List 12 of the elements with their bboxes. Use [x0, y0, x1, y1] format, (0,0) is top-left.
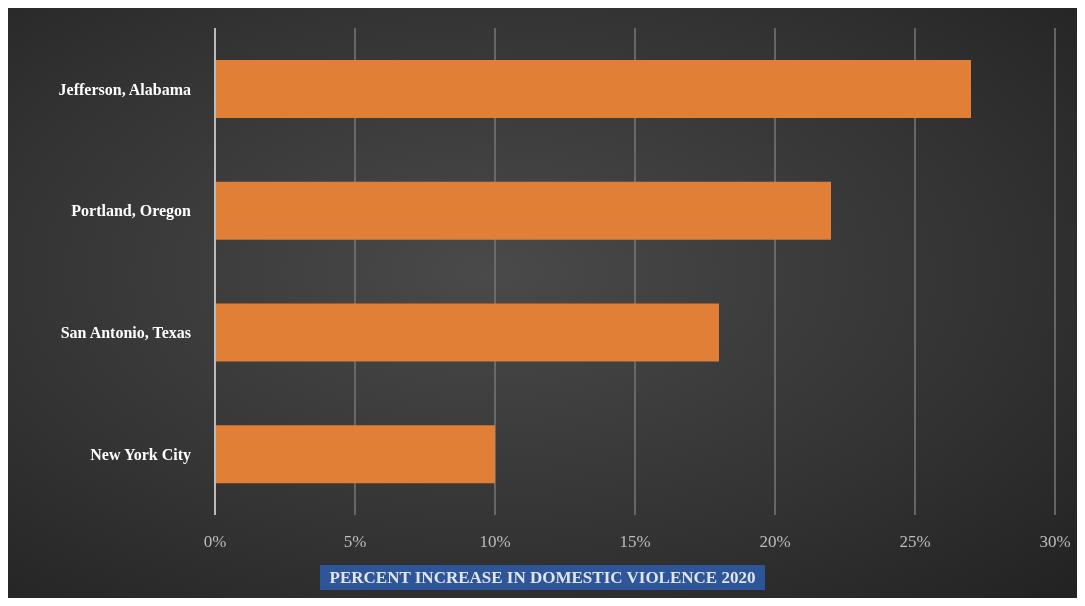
x-tick-label: 15% [619, 532, 651, 552]
y-tick-label: New York City [90, 445, 191, 464]
x-tick-label: 5% [343, 532, 367, 552]
x-tick-label: 30% [1039, 532, 1071, 552]
y-tick-label: San Antonio, Texas [60, 324, 191, 342]
x-tick-label: 20% [759, 532, 791, 552]
y-tick-label: Portland, Oregon [71, 202, 192, 221]
y-tick-label: Jefferson, Alabama [58, 80, 191, 98]
x-tick-label: 10% [479, 532, 511, 552]
x-axis-title: PERCENT INCREASE IN DOMESTIC VIOLENCE 2020 [319, 565, 766, 590]
x-tick-label: 0% [203, 532, 227, 552]
x-tick-label: 25% [899, 532, 931, 552]
